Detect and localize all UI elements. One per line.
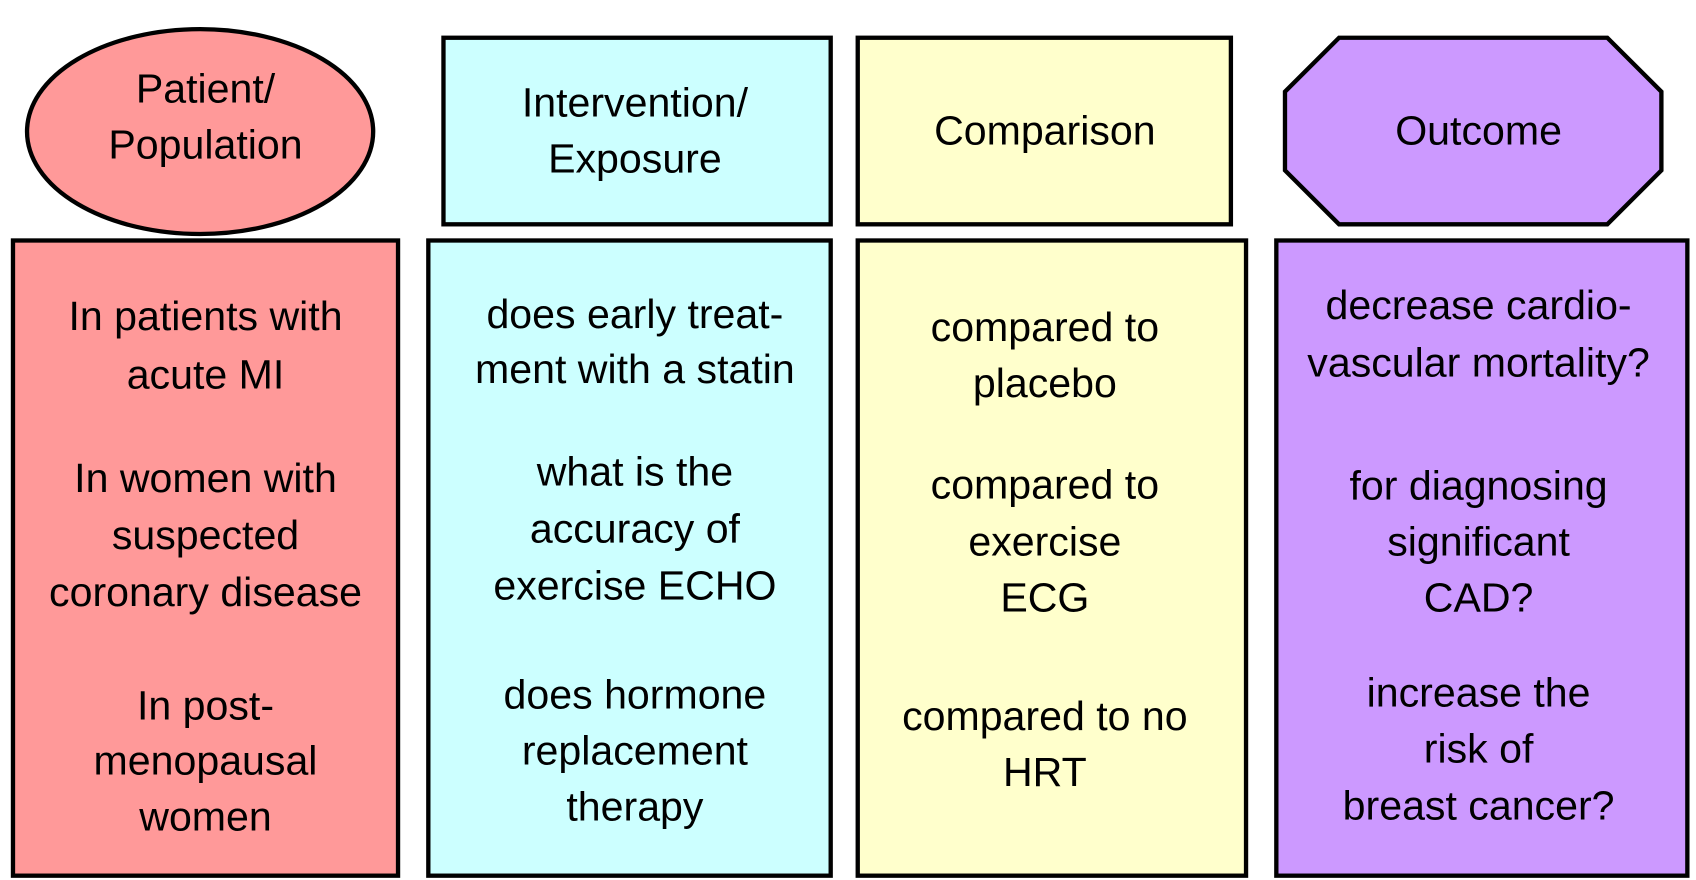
item-text: replacement bbox=[522, 728, 749, 774]
intervention-box bbox=[426, 238, 833, 878]
item-text: accuracy of bbox=[530, 506, 741, 552]
header-text: Outcome bbox=[1395, 108, 1562, 154]
item-text: risk of bbox=[1424, 726, 1534, 772]
header-text: Exposure bbox=[548, 136, 722, 182]
item-text: suspected bbox=[112, 512, 299, 558]
comparison-header-shape bbox=[855, 35, 1234, 227]
item-text: coronary disease bbox=[49, 569, 362, 615]
item-text: menopausal bbox=[94, 737, 318, 783]
item-text: does hormone bbox=[504, 672, 767, 718]
patient-header-shape bbox=[24, 26, 376, 237]
item-text: exercise bbox=[968, 518, 1121, 564]
item-text: HRT bbox=[1003, 749, 1087, 795]
item-text: vascular mortality? bbox=[1307, 339, 1650, 385]
patient-box bbox=[10, 238, 401, 878]
outcome-header-shape bbox=[1282, 35, 1664, 227]
item-text: compared to bbox=[931, 304, 1159, 350]
header-text: Population bbox=[108, 122, 302, 168]
item-text: exercise ECHO bbox=[493, 563, 776, 609]
item-text: compared to bbox=[931, 461, 1159, 507]
comparison-box bbox=[855, 238, 1249, 878]
intervention-header-shape bbox=[441, 35, 833, 227]
outcome-box bbox=[1274, 238, 1690, 878]
item-text: ment with a statin bbox=[475, 346, 795, 392]
item-text: decrease cardio- bbox=[1326, 282, 1632, 328]
header-text: Intervention/ bbox=[522, 80, 749, 126]
item-text: In women with bbox=[74, 455, 337, 501]
item-text: does early treat- bbox=[486, 291, 783, 337]
header-text: Comparison bbox=[934, 108, 1156, 154]
item-text: acute MI bbox=[127, 351, 285, 397]
header-text: Patient/ bbox=[136, 66, 276, 112]
item-text: CAD? bbox=[1424, 575, 1534, 621]
item-text: compared to no bbox=[902, 693, 1188, 739]
item-text: for diagnosing bbox=[1350, 462, 1608, 508]
item-text: In patients with bbox=[68, 293, 342, 339]
item-text: women bbox=[138, 793, 271, 839]
item-text: In post- bbox=[137, 682, 274, 728]
item-text: significant bbox=[1387, 518, 1570, 564]
item-text: ECG bbox=[1000, 575, 1089, 621]
item-text: breast cancer? bbox=[1343, 783, 1615, 829]
item-text: therapy bbox=[566, 784, 704, 830]
item-text: increase the bbox=[1367, 669, 1591, 715]
item-text: what is the bbox=[536, 448, 733, 494]
item-text: placebo bbox=[973, 360, 1117, 406]
